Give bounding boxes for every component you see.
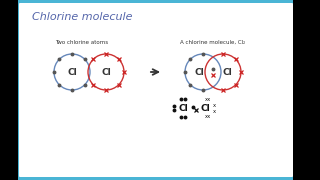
Text: Two chlorine atoms: Two chlorine atoms — [55, 40, 108, 45]
Bar — [293, 0, 320, 180]
Text: Cl: Cl — [67, 68, 77, 76]
FancyBboxPatch shape — [19, 3, 293, 177]
Text: Cl: Cl — [200, 103, 210, 112]
Text: Cl: Cl — [178, 103, 188, 112]
Text: x: x — [212, 109, 216, 114]
Text: xx: xx — [205, 114, 211, 120]
Text: x: x — [212, 102, 216, 107]
Text: Cl: Cl — [101, 68, 111, 76]
Text: Cl: Cl — [222, 68, 232, 76]
Text: Chlorine molecule: Chlorine molecule — [32, 12, 132, 22]
Text: Cl: Cl — [194, 68, 204, 76]
Bar — [0, 0, 18, 180]
Text: xx: xx — [205, 96, 211, 102]
Text: A chlorine molecule, Cl₂: A chlorine molecule, Cl₂ — [180, 40, 246, 45]
